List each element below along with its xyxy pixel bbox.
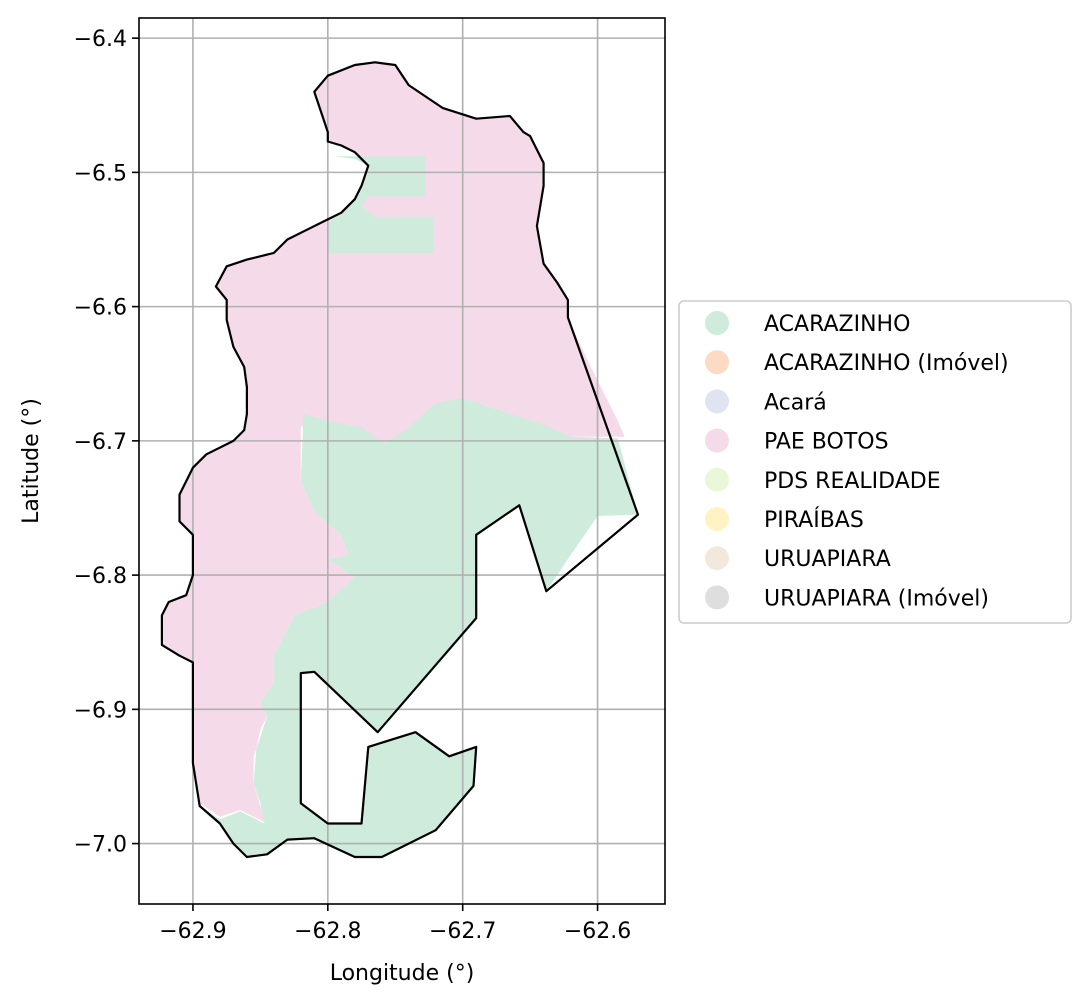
region-2 xyxy=(327,156,433,253)
legend-marker-6 xyxy=(705,546,729,571)
y-tick-label-0: −6.4 xyxy=(74,27,127,52)
legend: ACARAZINHO ACARAZINHO (Imóvel) Acará PAE BO… xyxy=(678,300,1072,624)
x-tick-label-0: −62.9 xyxy=(159,919,226,944)
legend-label-4: PDS REALIDADE xyxy=(764,469,941,494)
x-tick-label-1: −62.8 xyxy=(294,919,361,944)
x-tick-label-3: −62.6 xyxy=(564,919,631,944)
legend-label-1: ACARAZINHO (Imóvel) xyxy=(764,351,1009,376)
legend-label-3: PAE BOTOS xyxy=(764,430,889,455)
region-0 xyxy=(161,62,625,824)
legend-marker-0 xyxy=(705,311,729,335)
x-axis-label: Longitude (°) xyxy=(330,961,475,986)
y-tick-label-5: −6.9 xyxy=(74,698,127,723)
y-axis-label: Latitude (°) xyxy=(19,398,44,524)
plot-frame xyxy=(138,17,666,905)
y-tick-label-2: −6.6 xyxy=(74,296,127,321)
region-1 xyxy=(199,397,638,857)
legend-box xyxy=(678,300,1072,624)
legend-label-5: PIRAÍBAS xyxy=(764,507,864,533)
legend-marker-4 xyxy=(705,467,729,492)
y-tick-label-6: −7.0 xyxy=(74,833,127,858)
legend-marker-5 xyxy=(705,507,729,531)
legend-label-7: URUAPIARA (Imóvel) xyxy=(764,586,989,611)
legend-items: ACARAZINHO ACARAZINHO (Imóvel) Acará PAE BO… xyxy=(705,311,1009,611)
legend-label-0: ACARAZINHO xyxy=(764,312,910,337)
legend-marker-1 xyxy=(705,350,729,375)
x-tick-label-2: −62.7 xyxy=(429,919,496,944)
legend-marker-7 xyxy=(705,585,729,610)
legend-label-6: URUAPIARA xyxy=(764,547,891,572)
legend-marker-3 xyxy=(705,428,729,453)
y-tick-label-1: −6.5 xyxy=(74,161,127,186)
y-tick-label-4: −6.8 xyxy=(74,564,127,589)
legend-label-2: Acará xyxy=(764,390,827,415)
y-tick-label-3: −6.7 xyxy=(74,430,127,455)
ticks-layer: −62.9 −62.8 −62.7 −62.6 −6.4 −6.5 −6.6 −6.7 −6.8… xyxy=(74,27,632,944)
boundary-0 xyxy=(160,61,640,859)
regions-layer xyxy=(161,62,638,857)
boundary-layer xyxy=(160,61,640,859)
legend-marker-2 xyxy=(705,389,729,414)
grid-layer xyxy=(139,18,665,904)
